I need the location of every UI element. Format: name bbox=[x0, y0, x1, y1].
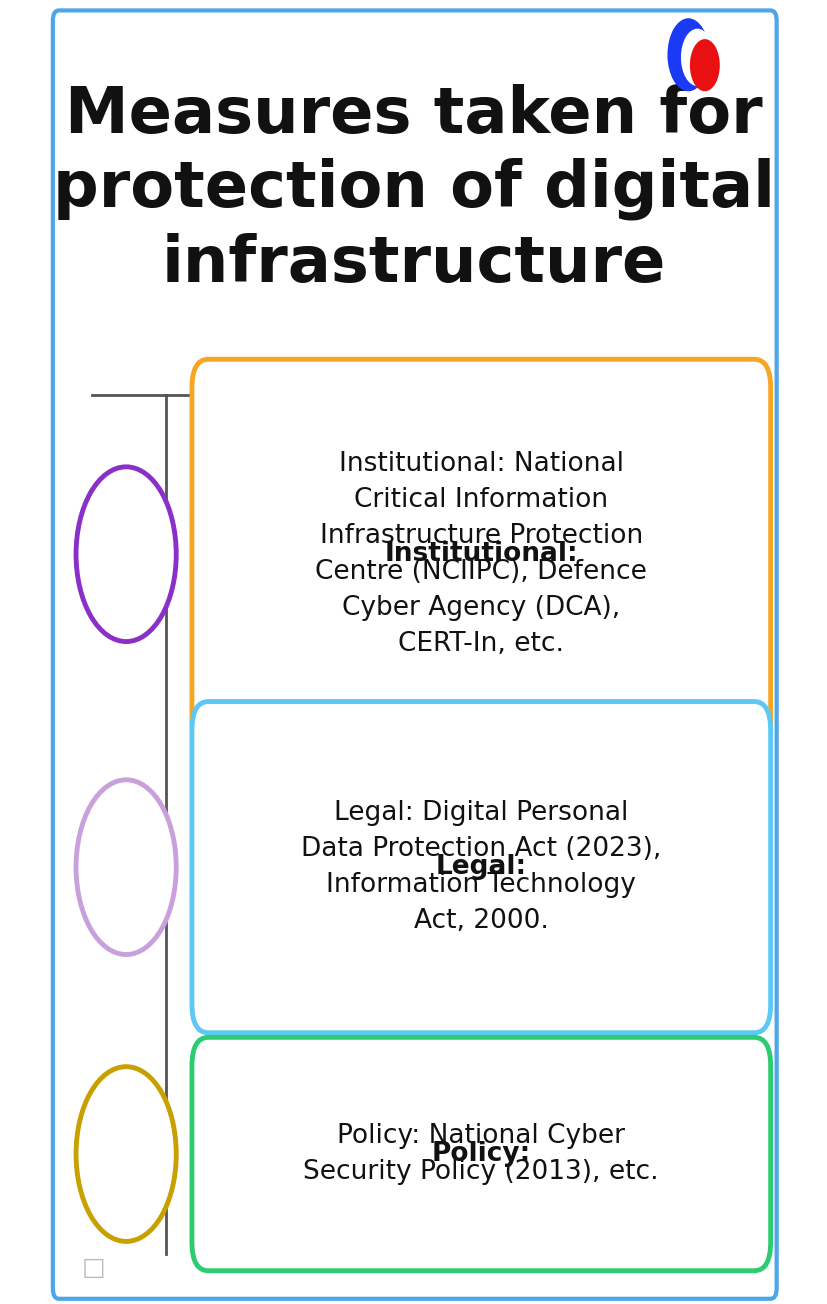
FancyBboxPatch shape bbox=[192, 1038, 770, 1270]
FancyBboxPatch shape bbox=[53, 10, 776, 1299]
Text: Measures taken for
protection of digital
infrastructure: Measures taken for protection of digital… bbox=[53, 83, 774, 295]
FancyBboxPatch shape bbox=[192, 360, 770, 750]
Text: Policy: National Cyber
Security Policy (2013), etc.: Policy: National Cyber Security Policy (… bbox=[304, 1123, 658, 1185]
Circle shape bbox=[76, 780, 176, 955]
Text: Legal:: Legal: bbox=[435, 854, 526, 880]
Circle shape bbox=[689, 39, 719, 91]
Text: Legal: Digital Personal
Data Protection Act (2023),
Information Technology
Act, : Legal: Digital Personal Data Protection … bbox=[301, 801, 661, 934]
Circle shape bbox=[667, 18, 709, 91]
Circle shape bbox=[76, 1067, 176, 1241]
Text: Institutional:: Institutional: bbox=[384, 541, 577, 567]
FancyBboxPatch shape bbox=[192, 702, 770, 1033]
Text: □: □ bbox=[82, 1256, 106, 1279]
Text: Institutional: National
Critical Information
Infrastructure Protection
Centre (N: Institutional: National Critical Informa… bbox=[315, 451, 647, 657]
Circle shape bbox=[680, 29, 713, 86]
Circle shape bbox=[76, 467, 176, 642]
Text: Policy:: Policy: bbox=[431, 1141, 530, 1167]
